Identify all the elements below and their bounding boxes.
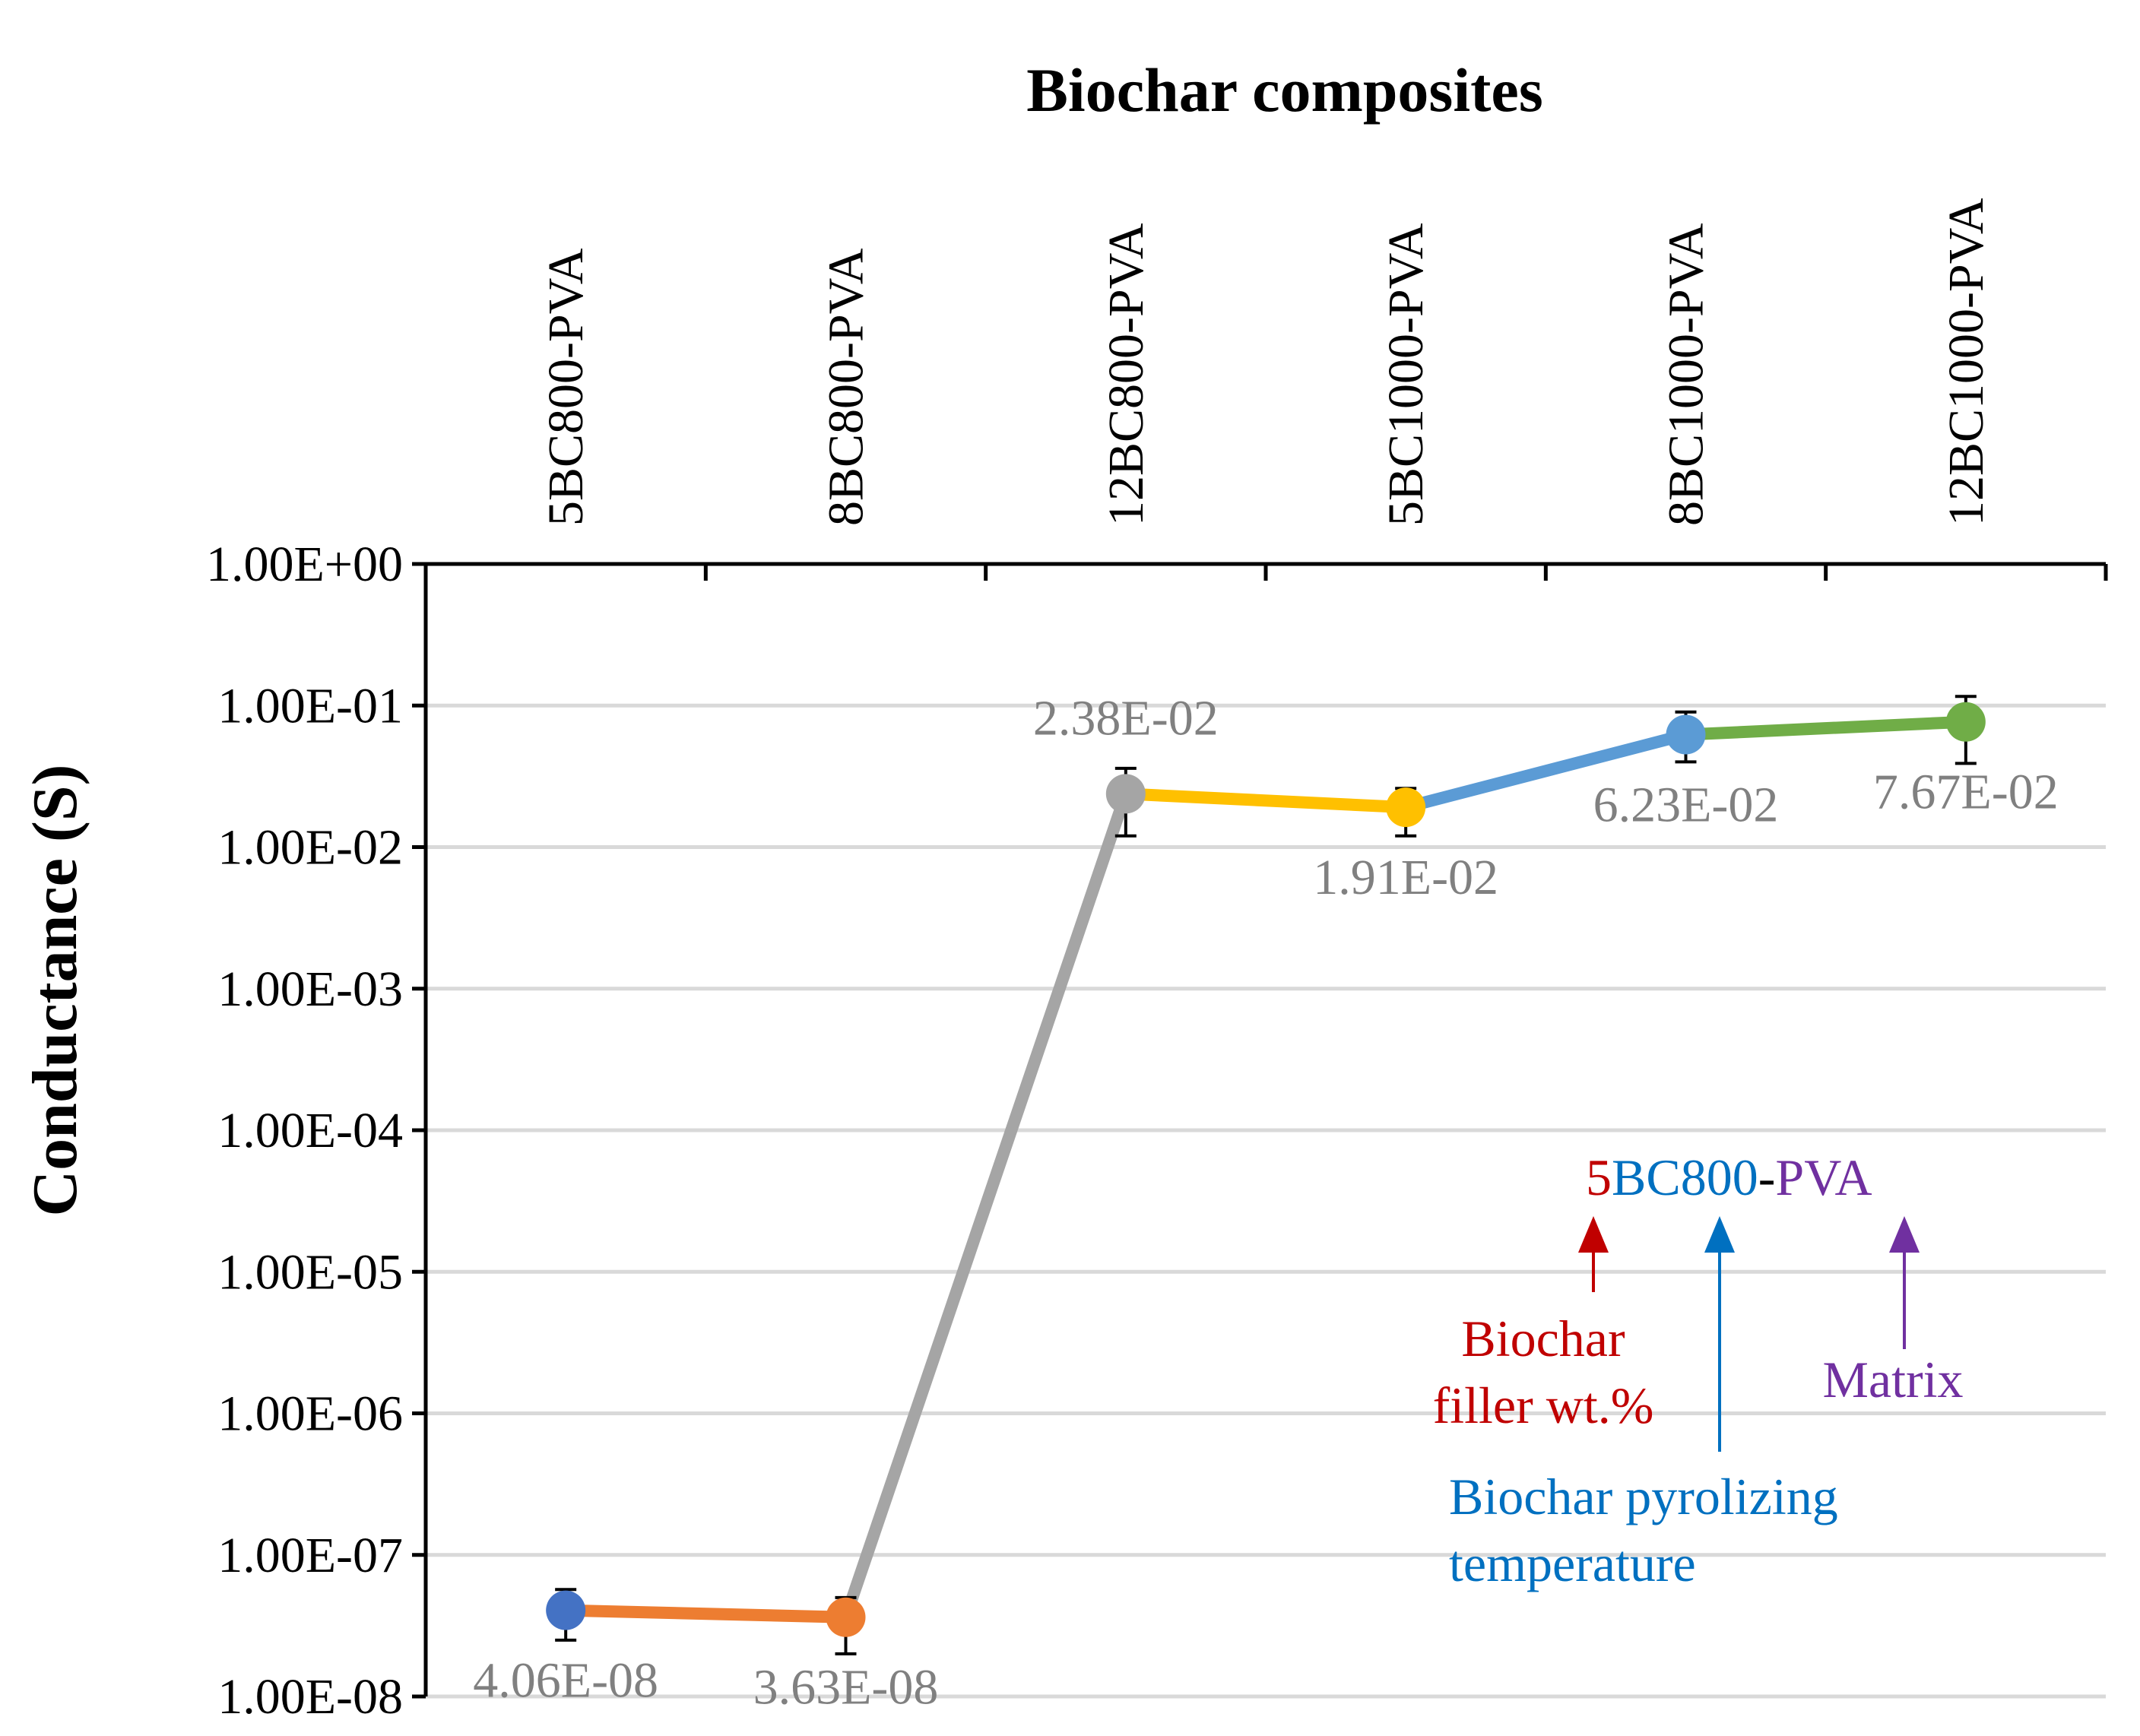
filler-label-line-2: filler wt.% [1433,1376,1654,1434]
annotation-name-part: PVA [1775,1148,1872,1206]
matrix-label: Matrix [1822,1351,1963,1408]
gridlines [426,703,2106,1699]
series-line-segment [560,1604,852,1624]
data-label: 3.63E-08 [753,1660,939,1715]
y-axis-title: Conductance (S) [20,764,90,1216]
series-line-segment [1679,715,1972,741]
data-point [1666,714,1706,755]
x-tick-label: 8BC1000-PVA [1659,223,1714,526]
data-markers [546,702,1986,1637]
data-point [1105,774,1146,814]
data-point [826,1597,866,1637]
data-point [1386,787,1426,828]
data-label: 6.23E-02 [1593,778,1779,833]
y-tick-label: 1.00E-08 [217,1669,403,1725]
data-label: 4.06E-08 [473,1653,658,1709]
temperature-label-line-1: Biochar pyrolizing [1449,1468,1838,1525]
chart-title: Biochar composites [1026,55,1543,125]
y-tick-label: 1.00E-02 [217,820,403,876]
annotation-name-part: 5 [1586,1148,1612,1206]
y-tick-label: 1.00E-07 [217,1528,403,1583]
x-tick-labels: 5BC800-PVA 8BC800-PVA 12BC800-PVA 5BC1000-P… [538,198,1994,526]
annotation-sample-name: 5BC800-PVA [1586,1148,1872,1206]
y-tick-label: 1.00E-01 [217,678,403,733]
series-line-segment [839,787,1132,1624]
x-tick-label: 12BC1000-PVA [1939,198,1994,526]
y-tick-label: 1.00E-04 [217,1103,403,1158]
temperature-arrow-icon [1704,1216,1735,1253]
y-tick-label: 1.00E+00 [206,537,403,592]
y-tick-label: 1.00E-05 [217,1244,403,1300]
x-tick-label: 12BC800-PVA [1099,223,1154,526]
annotation-name-part: BC800 [1612,1148,1758,1206]
naming-annotation: 5BC800-PVA Biochar filler wt.% Matrix Bi… [1433,1148,1964,1592]
y-tick-label: 1.00E-06 [217,1386,403,1442]
annotation-name-part: - [1758,1148,1776,1206]
series-lines [560,715,1972,1624]
y-tick-labels: 1.00E+00 1.00E-01 1.00E-02 1.00E-03 1.00E-04… [206,537,403,1725]
series-line-segment [1119,787,1412,814]
data-label: 2.38E-02 [1033,690,1219,746]
data-label: 1.91E-02 [1313,850,1498,905]
data-point [546,1590,586,1630]
data-labels: 4.06E-08 3.63E-08 2.38E-02 1.91E-02 6.23E-02… [473,690,2058,1715]
x-tick-label: 5BC800-PVA [538,248,594,526]
series-line-segment [1400,728,1692,814]
data-label: 7.67E-02 [1873,765,2059,820]
axis-ticks [412,562,2108,1699]
y-tick-label: 1.00E-03 [217,961,403,1017]
data-point [1945,702,1986,742]
filler-label-line-1: Biochar [1461,1310,1625,1367]
x-tick-label: 5BC1000-PVA [1378,223,1434,526]
filler-arrow-icon [1578,1216,1609,1253]
x-tick-label: 8BC800-PVA [819,248,874,526]
temperature-label-line-2: temperature [1449,1535,1696,1592]
matrix-arrow-icon [1889,1216,1920,1253]
